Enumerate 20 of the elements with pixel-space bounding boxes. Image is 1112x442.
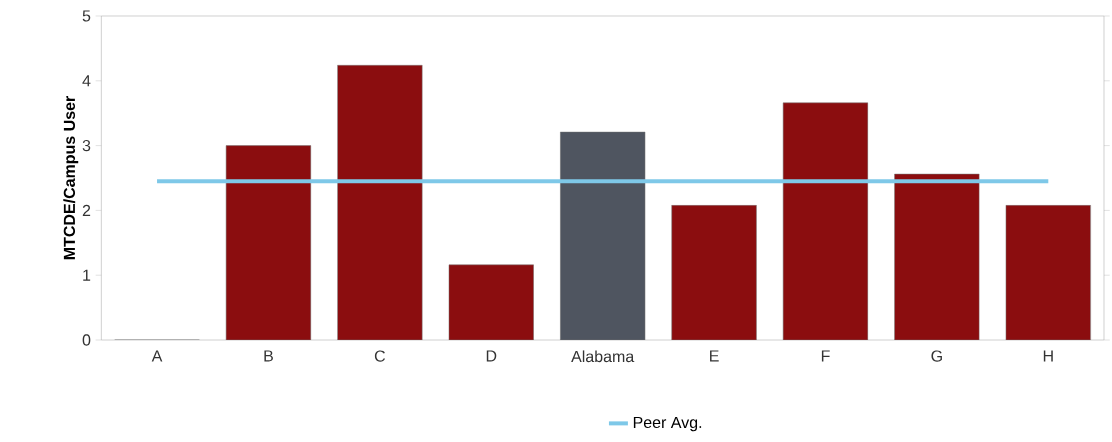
y-tick-label: 4 (82, 75, 91, 87)
y-tick-label: 1 (83, 269, 91, 281)
x-tick-label: C (374, 350, 386, 362)
bar (671, 204, 757, 340)
y-tick-label: 0 (82, 334, 91, 346)
x-tick-label: B (264, 350, 273, 362)
x-tick-label: A (151, 350, 163, 362)
x-tick-label: Alabama (571, 350, 635, 363)
bar (448, 264, 534, 340)
y-tick-label: 3 (82, 139, 91, 152)
y-tick-label: 2 (82, 204, 91, 216)
bar (225, 145, 312, 340)
x-tick-label: D (486, 350, 497, 362)
y-axis-title: MTCDE/Campus User (63, 96, 79, 260)
x-tick-label: H (1043, 350, 1053, 362)
legend-label: Peer Avg. (633, 416, 702, 432)
x-tick-label: E (710, 350, 719, 362)
x-tick-label: F (821, 350, 830, 362)
y-tick-label: 5 (82, 10, 91, 22)
x-tick-label: G (931, 350, 942, 362)
